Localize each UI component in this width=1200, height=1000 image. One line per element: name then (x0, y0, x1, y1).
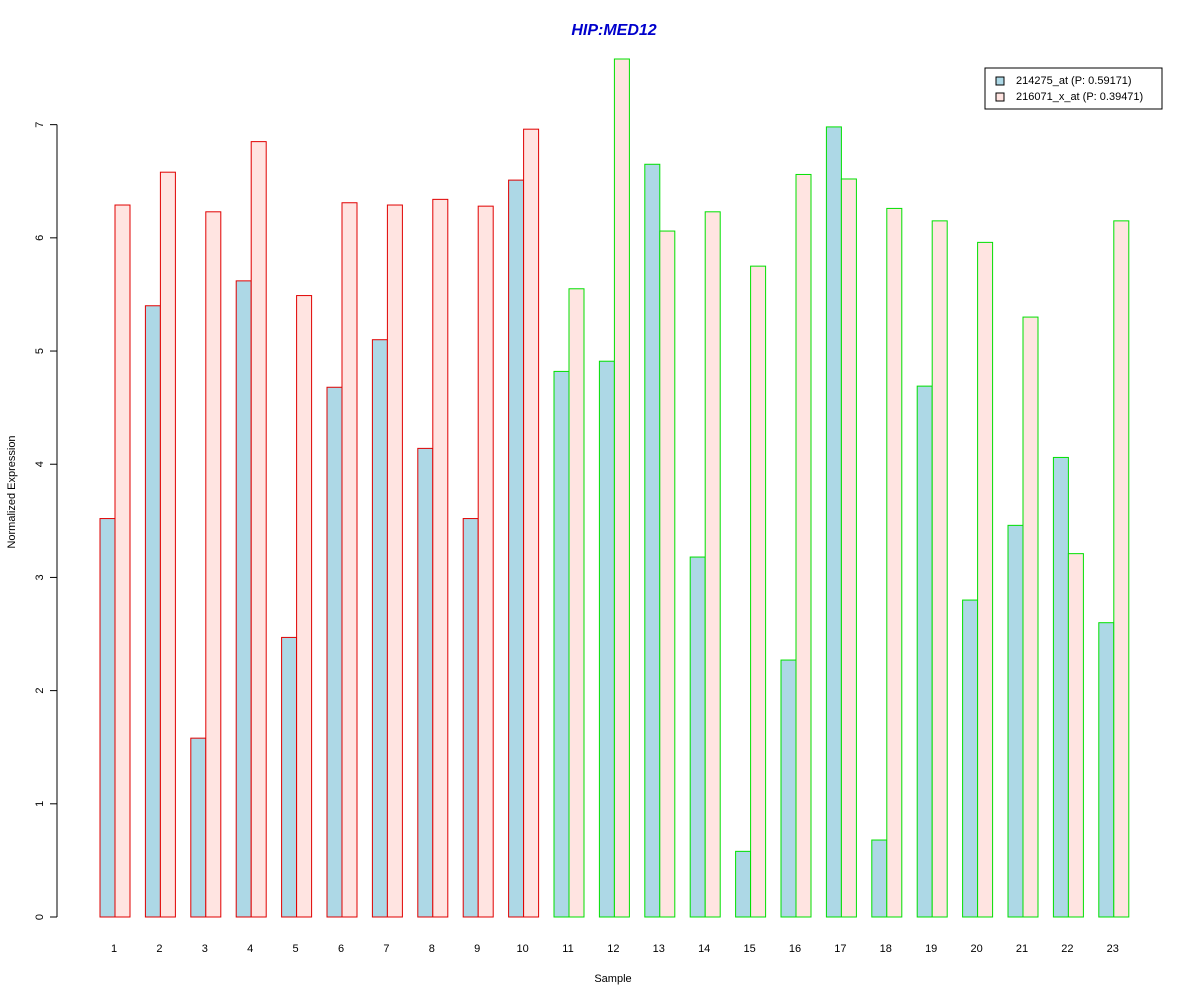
bar (371, 339, 388, 918)
bar (462, 518, 479, 918)
x-tick-label: 10 (516, 943, 528, 955)
bar (523, 128, 540, 918)
x-tick-label: 1 (111, 943, 117, 955)
bar (659, 230, 676, 918)
bar (144, 305, 161, 918)
y-tick-label: 0 (34, 914, 46, 920)
x-tick-label: 2 (156, 943, 162, 955)
x-tick-label: 5 (293, 943, 299, 955)
x-axis-label: Sample (594, 973, 631, 985)
bar (159, 171, 176, 918)
chart-title: HIP:MED12 (571, 22, 656, 39)
x-tick-label: 9 (474, 943, 480, 955)
x-tick-label: 14 (698, 943, 710, 955)
bar (1113, 220, 1130, 918)
x-tick-label: 23 (1107, 943, 1119, 955)
x-tick-label: 12 (607, 943, 619, 955)
bar (1022, 316, 1039, 918)
legend-box (984, 67, 1163, 110)
x-tick-label: 19 (925, 943, 937, 955)
bar (235, 280, 252, 918)
bar (795, 173, 812, 918)
bar (916, 385, 933, 918)
x-tick-label: 15 (743, 943, 755, 955)
bar (386, 204, 403, 918)
bar (99, 518, 116, 918)
bar (432, 198, 449, 918)
x-tick-label: 16 (789, 943, 801, 955)
bar (1098, 622, 1115, 918)
bar (735, 850, 752, 918)
bar (417, 447, 434, 918)
bar (704, 211, 721, 918)
bar (326, 386, 343, 918)
x-tick-label: 22 (1061, 943, 1073, 955)
bar (780, 659, 797, 918)
bar (886, 207, 903, 918)
x-tick-label: 6 (338, 943, 344, 955)
legend-swatch (995, 92, 1005, 102)
x-tick-label: 13 (653, 943, 665, 955)
y-tick-label: 1 (34, 801, 46, 807)
x-tick-label: 7 (383, 943, 389, 955)
y-tick-label: 6 (34, 235, 46, 241)
bar (553, 370, 570, 918)
bar (931, 220, 948, 918)
y-tick-label: 4 (34, 461, 46, 467)
bar (250, 141, 267, 918)
bar (689, 556, 706, 918)
bar (477, 205, 494, 918)
bar (871, 839, 888, 918)
x-tick-label: 20 (970, 943, 982, 955)
x-tick-label: 17 (834, 943, 846, 955)
bar (598, 360, 615, 918)
bar (341, 202, 358, 918)
y-tick-label: 3 (34, 574, 46, 580)
legend-label: 216071_x_at (P: 0.39471) (1016, 91, 1143, 103)
bar (644, 163, 661, 918)
x-tick-label: 3 (202, 943, 208, 955)
y-tick-label: 7 (34, 122, 46, 128)
bar (1007, 524, 1024, 918)
x-tick-label: 21 (1016, 943, 1028, 955)
x-tick-label: 8 (429, 943, 435, 955)
y-tick-label: 5 (34, 348, 46, 354)
legend-swatch (995, 76, 1005, 86)
y-axis-label: Normalized Expression (6, 435, 18, 548)
x-tick-label: 18 (880, 943, 892, 955)
x-tick-label: 4 (247, 943, 253, 955)
y-tick-label: 2 (34, 688, 46, 694)
bar (1052, 456, 1069, 918)
x-tick-label: 11 (562, 943, 573, 955)
bar (840, 178, 857, 918)
bar (962, 599, 979, 918)
bar (825, 126, 842, 918)
bar (613, 58, 630, 918)
bar (281, 636, 298, 918)
bar (568, 288, 585, 918)
bar (205, 211, 222, 918)
legend-label: 214275_at (P: 0.59171) (1016, 75, 1132, 87)
bar (296, 295, 313, 918)
bar (750, 265, 767, 918)
bar (508, 179, 525, 918)
bar (1067, 553, 1084, 918)
bar (190, 737, 207, 918)
bar (977, 241, 994, 918)
bar (114, 204, 131, 918)
